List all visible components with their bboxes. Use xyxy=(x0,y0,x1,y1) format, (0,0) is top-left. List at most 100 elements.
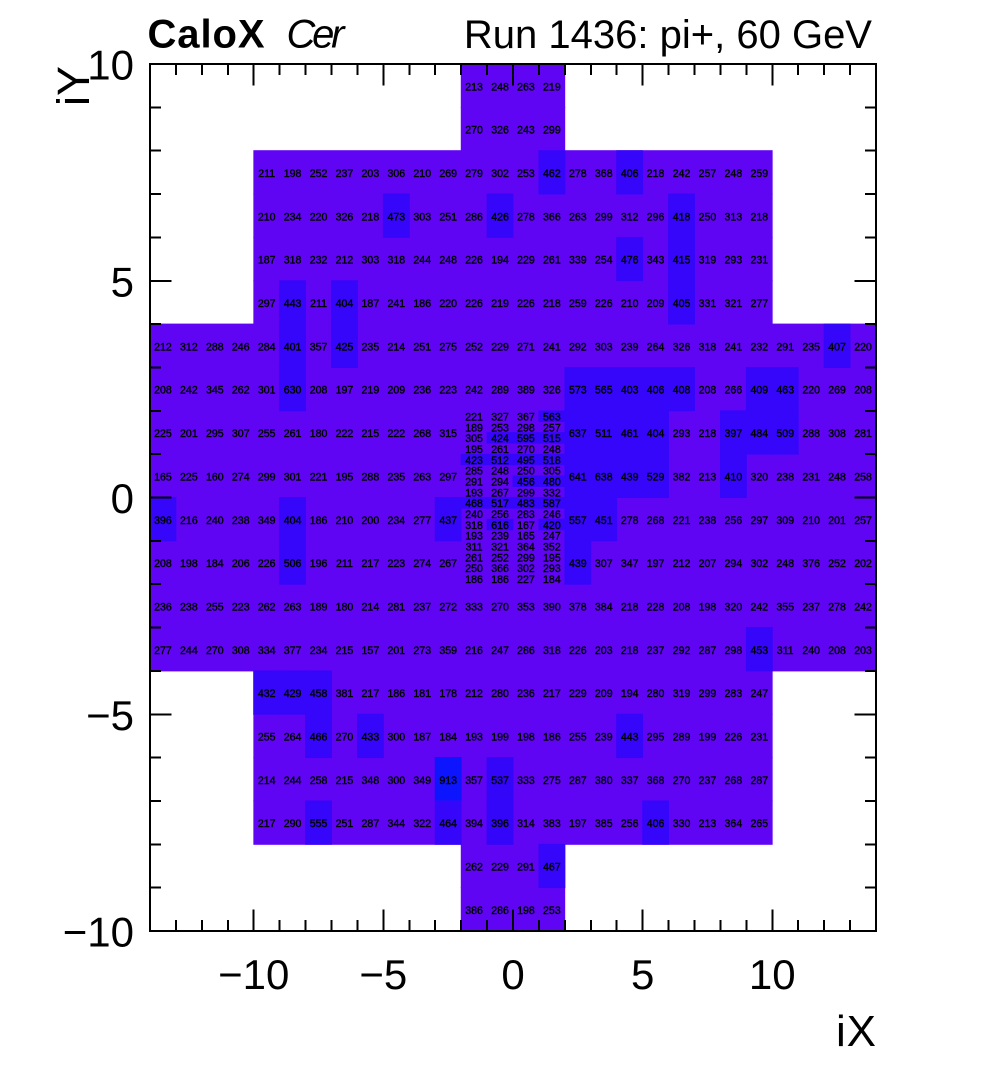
svg-text:913: 913 xyxy=(439,775,457,787)
svg-text:403: 403 xyxy=(621,385,639,397)
svg-text:326: 326 xyxy=(491,125,509,137)
svg-text:367: 367 xyxy=(517,412,535,424)
svg-text:281: 281 xyxy=(387,601,405,613)
svg-text:187: 187 xyxy=(258,255,276,267)
svg-text:385: 385 xyxy=(595,818,613,830)
svg-text:212: 212 xyxy=(673,558,691,570)
svg-text:210: 210 xyxy=(621,298,639,310)
svg-text:256: 256 xyxy=(491,509,509,521)
svg-text:−10: −10 xyxy=(63,909,134,956)
svg-text:257: 257 xyxy=(543,422,561,434)
svg-text:368: 368 xyxy=(595,168,613,180)
svg-text:443: 443 xyxy=(621,732,639,744)
svg-text:266: 266 xyxy=(725,385,743,397)
svg-text:382: 382 xyxy=(673,471,691,483)
svg-text:0: 0 xyxy=(501,951,524,998)
svg-text:406: 406 xyxy=(621,168,639,180)
svg-text:−5: −5 xyxy=(359,951,407,998)
svg-text:432: 432 xyxy=(258,688,276,700)
svg-text:278: 278 xyxy=(517,211,535,223)
svg-text:217: 217 xyxy=(362,558,380,570)
svg-text:241: 241 xyxy=(387,298,405,310)
svg-text:iY: iY xyxy=(48,66,99,106)
svg-text:320: 320 xyxy=(725,601,743,613)
svg-text:236: 236 xyxy=(517,688,535,700)
svg-text:299: 299 xyxy=(699,688,717,700)
svg-text:198: 198 xyxy=(284,168,302,180)
svg-text:269: 269 xyxy=(828,385,846,397)
svg-text:267: 267 xyxy=(439,558,457,570)
svg-text:10: 10 xyxy=(87,42,134,89)
svg-text:506: 506 xyxy=(284,558,302,570)
svg-text:297: 297 xyxy=(439,471,457,483)
svg-text:208: 208 xyxy=(828,645,846,657)
svg-text:235: 235 xyxy=(387,471,405,483)
svg-text:299: 299 xyxy=(595,211,613,223)
svg-text:287: 287 xyxy=(362,818,380,830)
svg-text:359: 359 xyxy=(439,645,457,657)
svg-text:180: 180 xyxy=(310,428,328,440)
svg-text:468: 468 xyxy=(465,498,483,510)
svg-text:334: 334 xyxy=(258,645,276,657)
svg-text:466: 466 xyxy=(310,732,328,744)
svg-text:234: 234 xyxy=(387,515,405,527)
svg-text:278: 278 xyxy=(828,601,846,613)
svg-text:326: 326 xyxy=(336,211,354,223)
svg-text:227: 227 xyxy=(517,574,535,586)
svg-text:216: 216 xyxy=(465,645,483,657)
svg-text:236: 236 xyxy=(154,601,172,613)
svg-text:231: 231 xyxy=(750,732,768,744)
svg-text:273: 273 xyxy=(413,645,431,657)
svg-text:616: 616 xyxy=(491,520,509,532)
svg-text:389: 389 xyxy=(517,385,535,397)
svg-text:424: 424 xyxy=(491,433,509,445)
svg-text:195: 195 xyxy=(543,552,561,564)
svg-text:305: 305 xyxy=(543,466,561,478)
svg-text:321: 321 xyxy=(491,542,509,554)
svg-text:555: 555 xyxy=(310,818,328,830)
svg-text:253: 253 xyxy=(491,422,509,434)
svg-text:308: 308 xyxy=(828,428,846,440)
svg-text:223: 223 xyxy=(232,601,250,613)
svg-text:453: 453 xyxy=(750,645,768,657)
svg-text:364: 364 xyxy=(725,818,743,830)
svg-text:464: 464 xyxy=(439,818,457,830)
svg-text:248: 248 xyxy=(828,471,846,483)
svg-text:242: 242 xyxy=(180,385,198,397)
svg-text:201: 201 xyxy=(180,428,198,440)
svg-text:277: 277 xyxy=(154,645,172,657)
svg-text:270: 270 xyxy=(465,125,483,137)
svg-text:299: 299 xyxy=(517,487,535,499)
svg-text:518: 518 xyxy=(543,455,561,467)
svg-text:241: 241 xyxy=(543,341,561,353)
svg-text:261: 261 xyxy=(543,255,561,267)
svg-text:409: 409 xyxy=(750,385,768,397)
svg-text:274: 274 xyxy=(232,471,250,483)
svg-text:210: 210 xyxy=(258,211,276,223)
svg-text:218: 218 xyxy=(621,601,639,613)
svg-text:380: 380 xyxy=(595,775,613,787)
svg-text:376: 376 xyxy=(802,558,820,570)
svg-text:196: 196 xyxy=(310,558,328,570)
svg-text:573: 573 xyxy=(569,385,587,397)
svg-text:255: 255 xyxy=(569,732,587,744)
svg-text:167: 167 xyxy=(517,520,535,532)
svg-text:394: 394 xyxy=(465,818,483,830)
svg-text:378: 378 xyxy=(569,601,587,613)
svg-text:208: 208 xyxy=(154,385,172,397)
svg-text:517: 517 xyxy=(491,498,509,510)
svg-text:258: 258 xyxy=(310,775,328,787)
svg-text:226: 226 xyxy=(595,298,613,310)
svg-text:314: 314 xyxy=(517,818,535,830)
svg-text:246: 246 xyxy=(232,341,250,353)
svg-text:343: 343 xyxy=(647,255,665,267)
svg-text:303: 303 xyxy=(413,211,431,223)
svg-text:429: 429 xyxy=(284,688,302,700)
svg-text:443: 443 xyxy=(284,298,302,310)
svg-text:219: 219 xyxy=(491,298,509,310)
svg-text:345: 345 xyxy=(206,385,224,397)
svg-text:221: 221 xyxy=(465,412,483,424)
svg-text:212: 212 xyxy=(336,255,354,267)
svg-text:199: 199 xyxy=(699,732,717,744)
svg-text:420: 420 xyxy=(543,520,561,532)
